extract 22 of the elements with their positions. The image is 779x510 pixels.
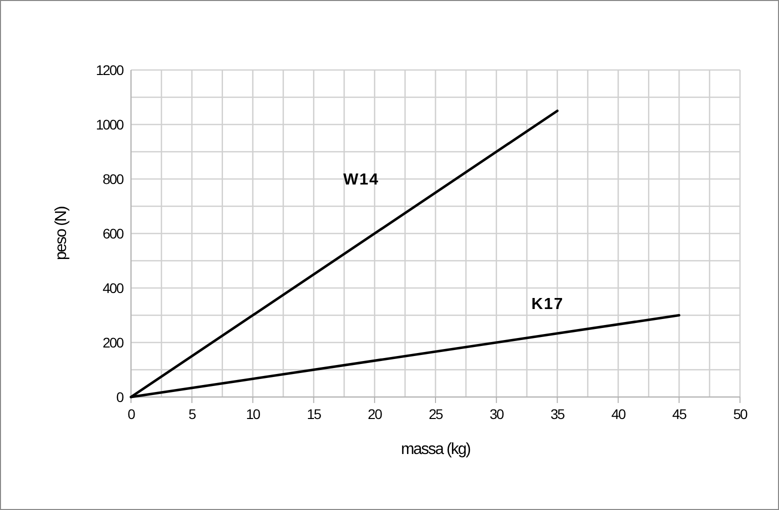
x-tick-label: 50 [733, 406, 748, 422]
y-tick-label: 0 [116, 389, 124, 405]
x-tick-label: 45 [672, 406, 688, 422]
x-axis-title: massa (kg) [400, 441, 471, 458]
y-tick-label: 400 [102, 280, 124, 296]
x-tick-label: 10 [246, 406, 261, 422]
x-tick-label: 35 [550, 406, 566, 422]
series-label: K17 [531, 296, 564, 313]
y-tick-label: 600 [102, 226, 124, 242]
x-tick-label: 5 [188, 406, 196, 422]
x-tick-label: 15 [306, 406, 322, 422]
x-tick-label: 25 [428, 406, 444, 422]
y-tick-label: 800 [102, 171, 124, 187]
y-tick-label: 200 [102, 334, 124, 350]
x-tick-label: 0 [128, 406, 136, 422]
text: W14 [343, 171, 380, 188]
x-tick-label: 30 [490, 406, 504, 422]
y-tick-label: 1200 [96, 62, 124, 78]
x-tick-label: 20 [368, 406, 383, 422]
y-tick-label: 1000 [96, 116, 124, 132]
x-tick-label: 40 [611, 406, 626, 422]
y-axis-title: peso (N) [53, 206, 70, 260]
